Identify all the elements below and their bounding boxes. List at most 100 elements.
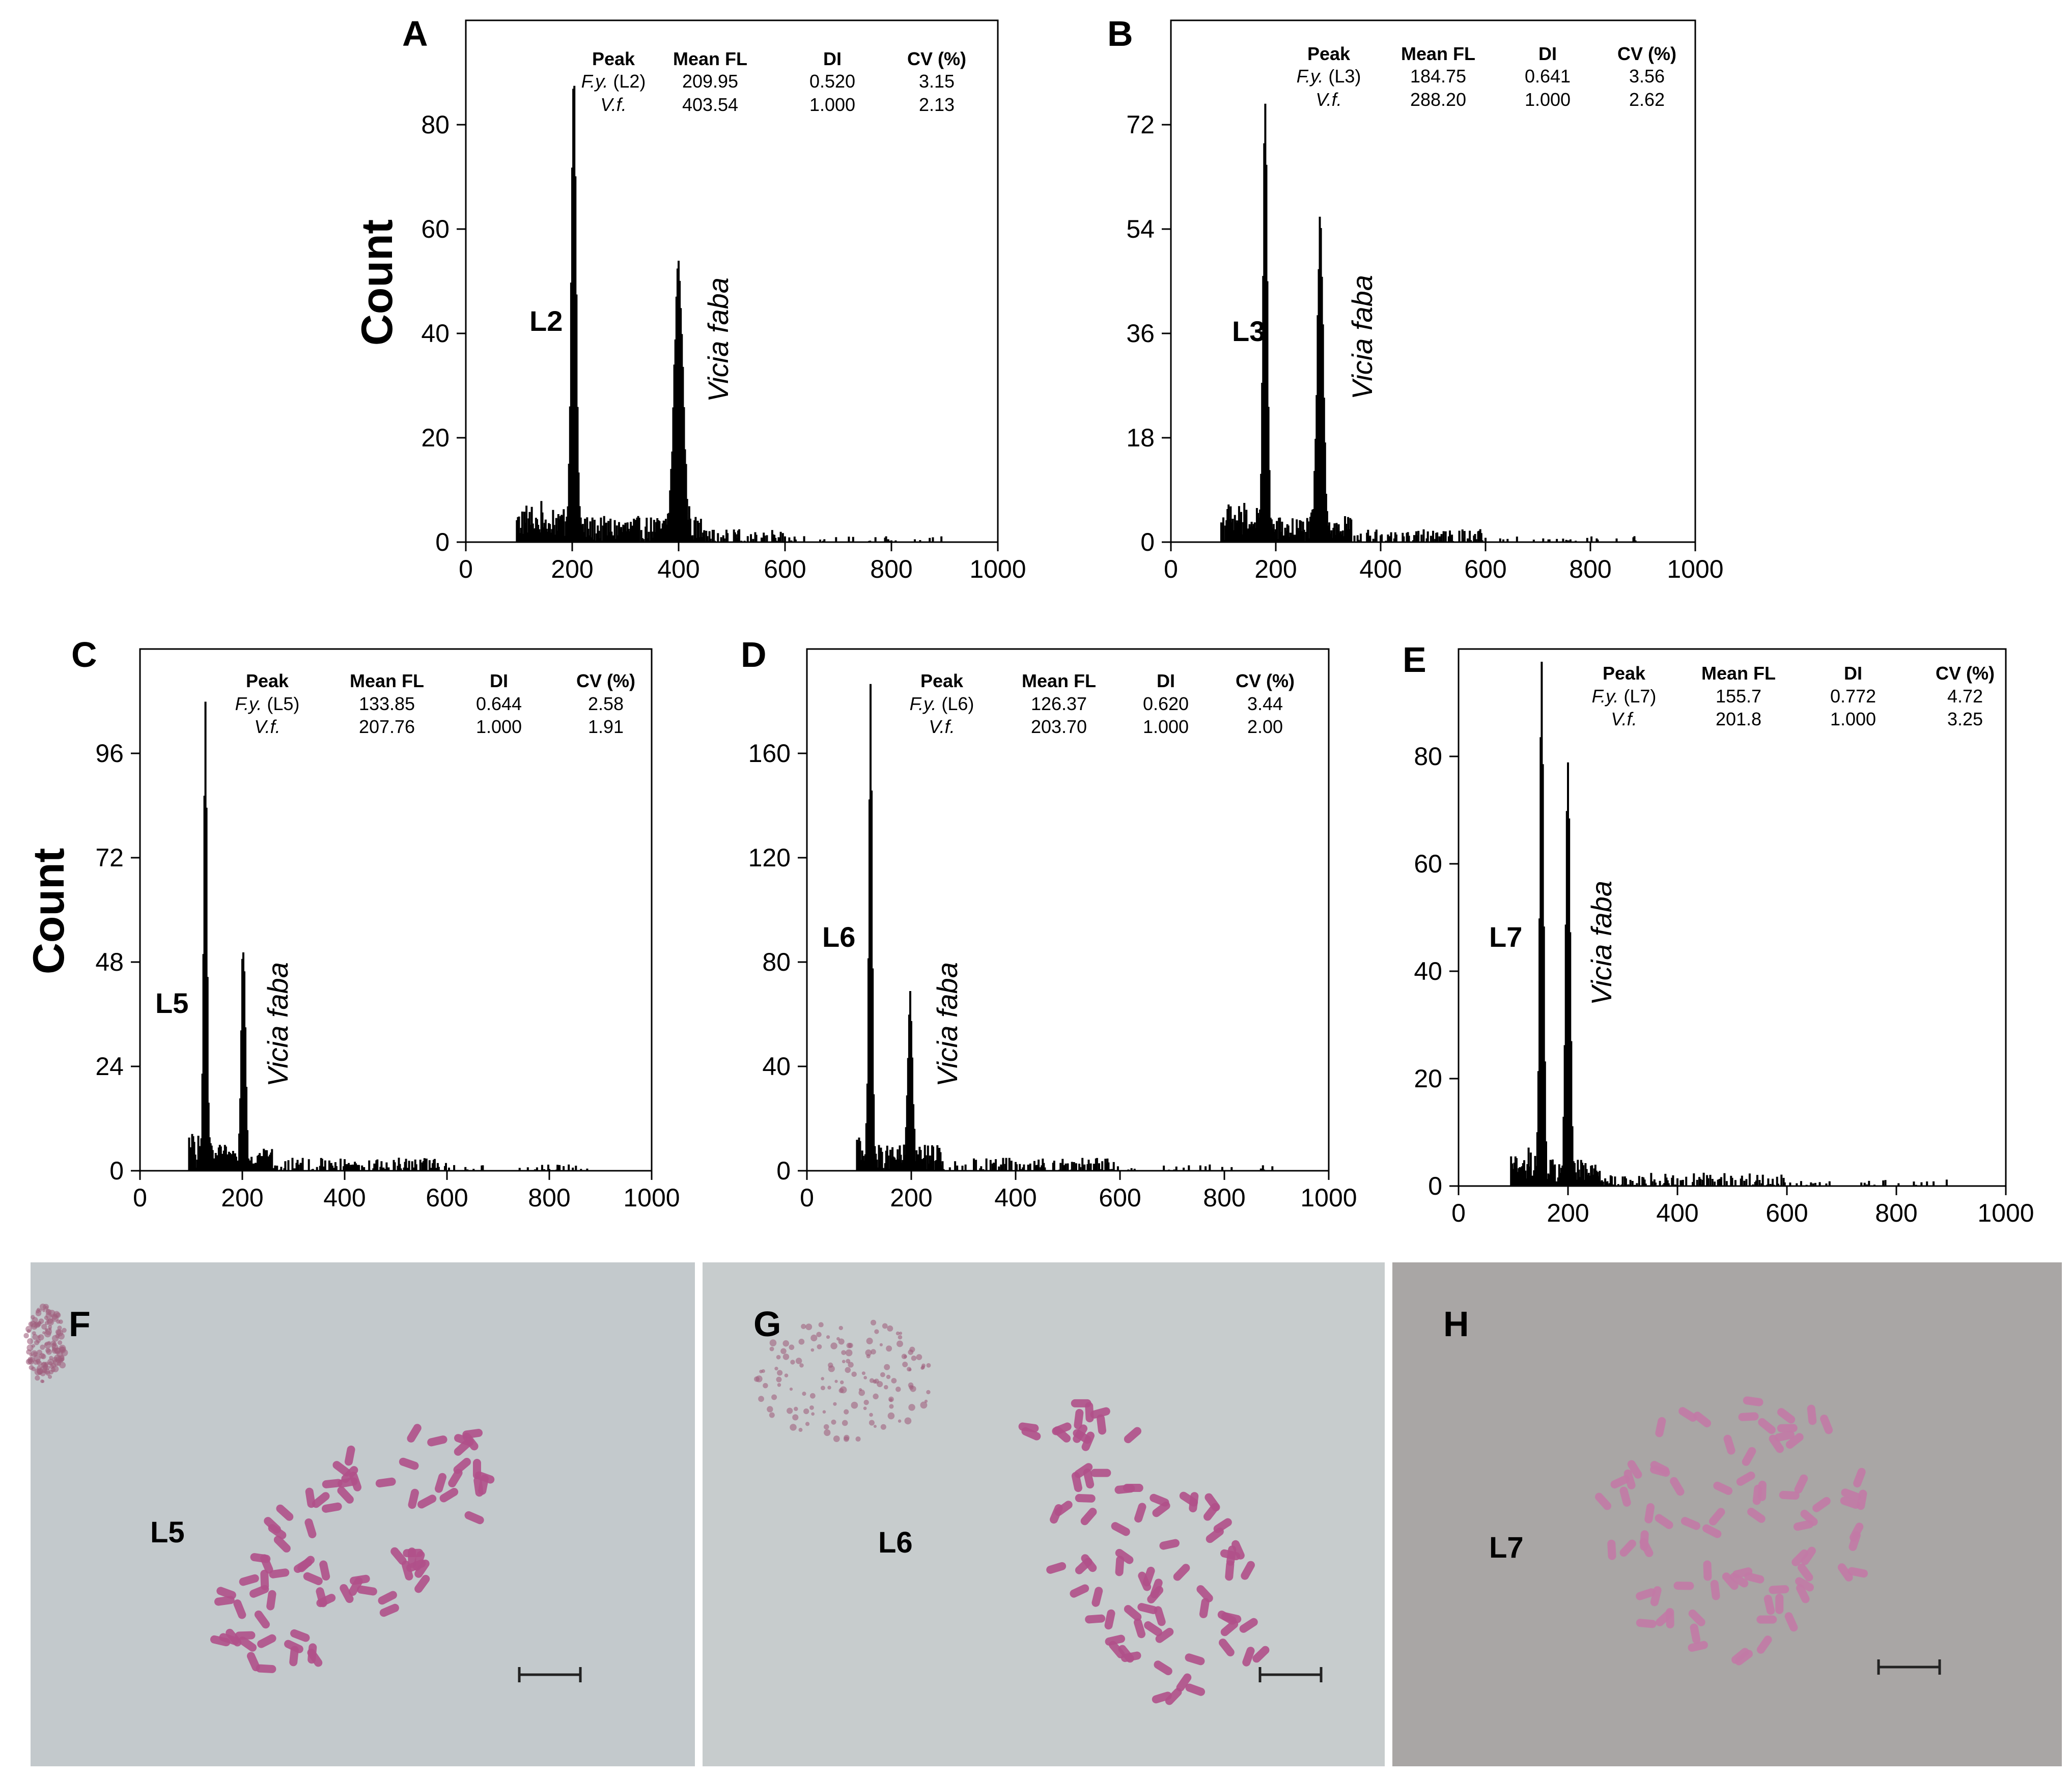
micrograph-background — [1392, 1262, 2062, 1766]
table-header: Mean FL — [1022, 670, 1096, 691]
y-tick-label: 0 — [1428, 1172, 1442, 1200]
table-cell-peak: F.y. (L6) — [910, 693, 974, 714]
histogram-bars — [188, 701, 589, 1171]
micrograph-panel-f: F L5 — [23, 1262, 695, 1766]
table-cell-mean-fl: 155.7 — [1716, 686, 1761, 707]
x-tick-label: 800 — [1875, 1199, 1917, 1227]
x-tick-label: 400 — [1359, 555, 1402, 583]
micrograph-background — [703, 1262, 1385, 1766]
table-cell-peak: V.f. — [600, 94, 626, 115]
x-tick-label: 0 — [1451, 1199, 1466, 1227]
histogram-bars — [1510, 662, 1948, 1186]
table-header: Mean FL — [673, 48, 747, 69]
table-cell-cv: 2.62 — [1629, 89, 1665, 110]
histogram-series — [1220, 103, 1637, 542]
histogram-bars — [1220, 103, 1637, 542]
chromosome-spread — [23, 1303, 495, 1673]
peak-label-reference: Vicia faba — [262, 962, 294, 1087]
peak-label-sample: L7 — [1489, 921, 1522, 953]
y-tick-label: 80 — [421, 110, 450, 139]
histogram-panel-b: B 0 18 36 54 72 0 200 400 600 800 1000 L3 Vicia faba P… — [1107, 14, 1724, 583]
y-tick-label: 60 — [421, 215, 450, 243]
table-header: Peak — [246, 670, 289, 691]
y-tick-label: 80 — [1414, 742, 1442, 771]
table-cell-mean-fl: 126.37 — [1031, 693, 1087, 714]
x-tick-label: 600 — [1464, 555, 1506, 583]
table-cell-mean-fl: 133.85 — [359, 693, 415, 714]
table-cell-peak: V.f. — [1611, 709, 1637, 729]
table-header: Peak — [920, 670, 964, 691]
panel-letter: H — [1443, 1304, 1469, 1344]
y-axis-label: Count — [353, 219, 402, 346]
peak-label-reference: Vicia faba — [1585, 881, 1617, 1005]
histogram-series — [1510, 662, 1948, 1186]
peak-label-sample: L3 — [1232, 315, 1265, 347]
stats-table: Peak Mean FL DI CV (%) F.y. (L7) 155.7 0.772 4.… — [1592, 663, 1995, 729]
y-tick-label: 40 — [421, 319, 450, 348]
x-tick-label: 200 — [551, 555, 593, 583]
table-cell-cv: 2.58 — [588, 693, 624, 714]
y-tick-label: 0 — [776, 1157, 791, 1185]
x-tick-label: 1000 — [1977, 1199, 2034, 1227]
table-cell-di: 1.000 — [1830, 709, 1876, 729]
chromosome-spread — [753, 1319, 1270, 1705]
y-tick-label: 60 — [1414, 850, 1442, 878]
table-cell-cv: 3.15 — [919, 71, 955, 92]
table-header: Peak — [1603, 663, 1646, 684]
scale-bar — [1258, 1667, 1323, 1682]
histogram-panel-c: C Count 0 24 48 72 96 0 200 400 600 800 1000 L5 Vicia … — [24, 635, 680, 1212]
table-header: CV (%) — [1236, 670, 1295, 691]
table-cell-peak: F.y. (L3) — [1297, 66, 1361, 87]
table-cell-di: 0.644 — [476, 693, 522, 714]
y-tick-label: 24 — [95, 1052, 124, 1081]
table-cell-peak: F.y. (L7) — [1592, 686, 1657, 707]
y-tick-label: 40 — [762, 1052, 791, 1081]
table-cell-di: 1.000 — [476, 716, 522, 737]
table-cell-cv: 4.72 — [1947, 686, 1983, 707]
table-cell-peak: F.y. (L2) — [581, 71, 646, 92]
y-tick-label: 160 — [748, 739, 791, 768]
table-header: DI — [1538, 43, 1557, 64]
table-cell-mean-fl: 203.70 — [1031, 716, 1087, 737]
y-tick-label: 72 — [1126, 110, 1155, 139]
stats-table: Peak Mean FL DI CV (%) F.y. (L3) 184.75 0.641 3… — [1297, 43, 1676, 110]
peak-label-sample: L6 — [822, 921, 855, 953]
x-tick-label: 600 — [1099, 1183, 1141, 1212]
x-tick-label: 0 — [459, 555, 473, 583]
y-tick-label: 40 — [1414, 957, 1442, 985]
table-header: DI — [1844, 663, 1862, 684]
x-tick-label: 400 — [994, 1183, 1037, 1212]
scale-bar — [518, 1667, 582, 1682]
table-cell-peak: V.f. — [929, 716, 955, 737]
table-cell-cv: 3.44 — [1247, 693, 1283, 714]
micrograph-panel-g: G L6 — [703, 1262, 1385, 1766]
table-cell-cv: 2.13 — [919, 94, 955, 115]
histogram-bars — [856, 684, 1274, 1171]
micrograph-panel-h: H L7 — [1392, 1262, 2062, 1766]
table-cell-di: 1.000 — [1525, 89, 1571, 110]
table-header: CV (%) — [1617, 43, 1676, 64]
x-tick-label: 0 — [800, 1183, 814, 1212]
x-tick-label: 200 — [1547, 1199, 1589, 1227]
table-cell-cv: 1.91 — [588, 716, 624, 737]
peak-label-reference: Vicia faba — [1346, 275, 1378, 400]
table-cell-di: 0.520 — [809, 71, 855, 92]
table-cell-mean-fl: 184.75 — [1410, 66, 1466, 87]
x-tick-label: 600 — [764, 555, 806, 583]
micrograph-background — [31, 1262, 695, 1766]
x-tick-label: 800 — [1569, 555, 1611, 583]
table-cell-mean-fl: 207.76 — [359, 716, 415, 737]
table-cell-mean-fl: 209.95 — [682, 71, 738, 92]
table-cell-cv: 3.56 — [1629, 66, 1665, 87]
panel-letter: E — [1403, 640, 1426, 680]
x-tick-label: 400 — [323, 1183, 366, 1212]
table-header: Peak — [592, 48, 635, 69]
y-tick-label: 36 — [1126, 319, 1155, 348]
x-tick-label: 600 — [1766, 1199, 1808, 1227]
y-tick-label: 72 — [95, 843, 124, 872]
scale-bar — [1877, 1659, 1941, 1675]
y-tick-label: 18 — [1126, 424, 1155, 452]
y-tick-label: 54 — [1126, 215, 1155, 243]
